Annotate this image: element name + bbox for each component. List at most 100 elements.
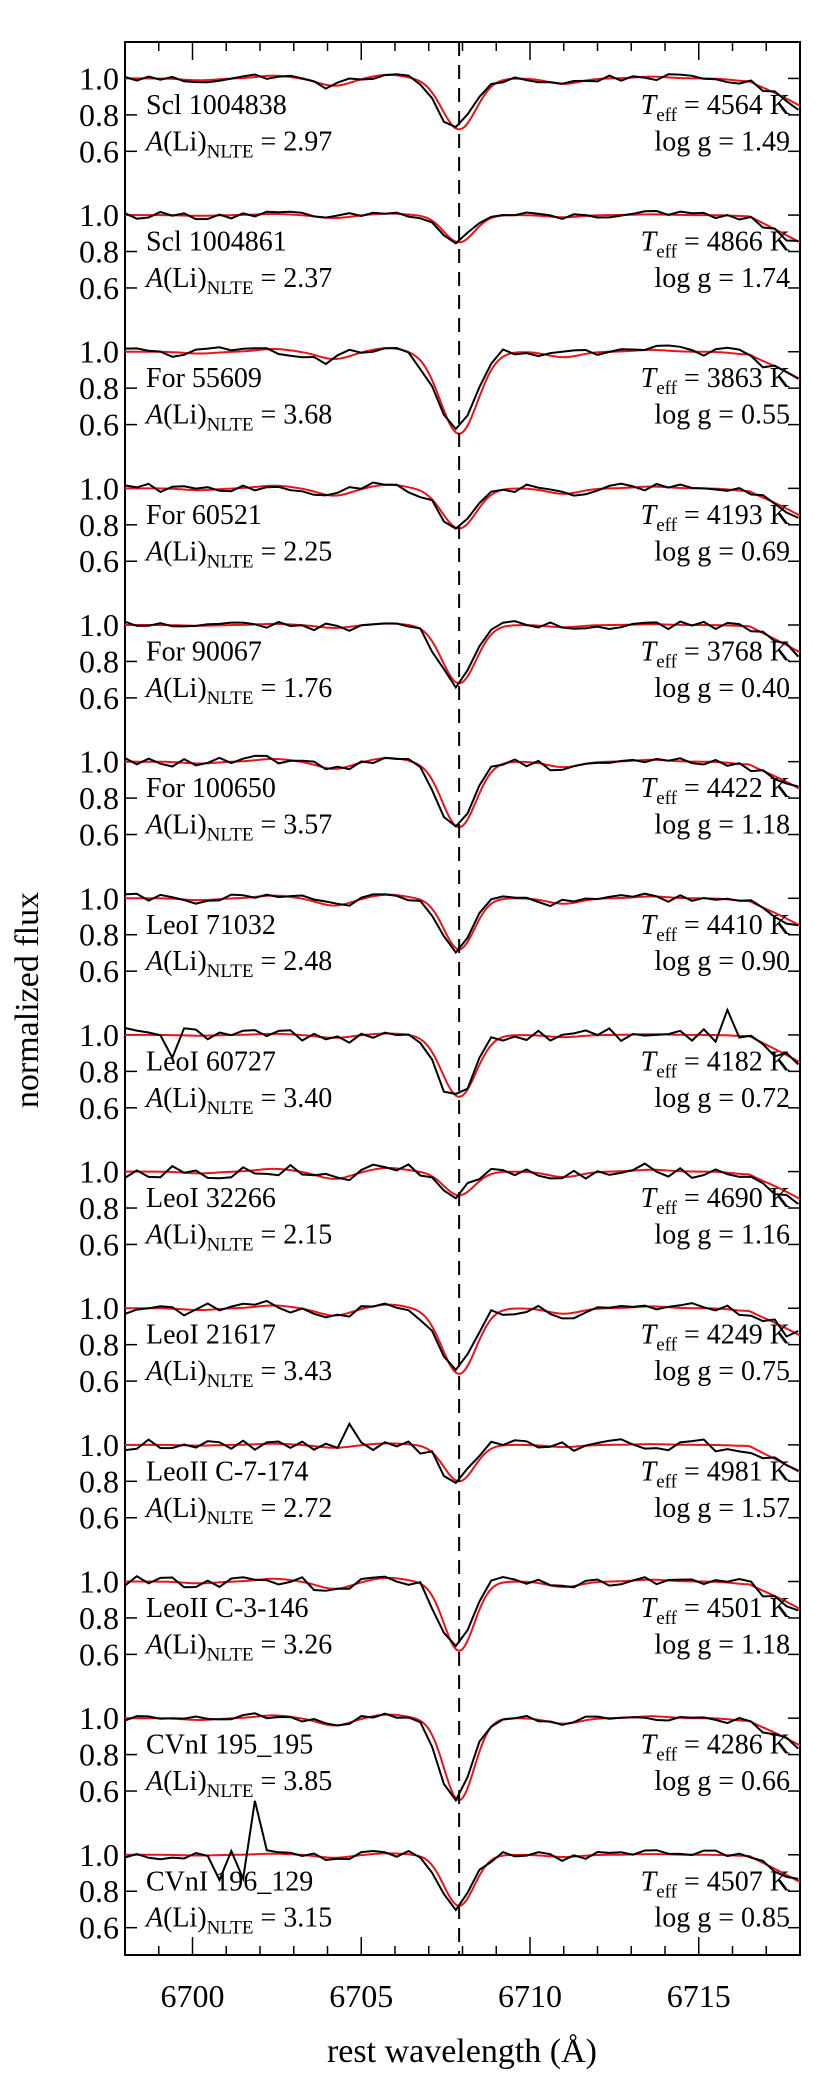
logg-label: log g = 0.55	[654, 400, 790, 431]
y-tick-label: 0.8	[79, 97, 119, 133]
lithium-abundance-label: A(Li)NLTE = 2.25	[144, 536, 332, 572]
logg-label: log g = 0.75	[654, 1356, 790, 1387]
y-tick-label: 1.0	[79, 60, 119, 96]
observed-spectrum-line	[124, 1421, 799, 1485]
spectrum-panel: 0.60.81.0 LeoI 60727 A(Li)NLTE = 3.40 Teff …	[79, 1007, 801, 1126]
teff-label: Teff = 4182 K	[641, 1046, 790, 1082]
model-spectrum-line	[125, 1303, 801, 1375]
y-tick-label: 0.8	[79, 1463, 119, 1499]
teff-label: Teff = 4564 K	[641, 90, 790, 126]
star-name-label: Scl 1004838	[146, 90, 287, 121]
lithium-abundance-label: A(Li)NLTE = 3.68	[144, 400, 332, 436]
y-tick-label: 1.0	[79, 1564, 119, 1600]
logg-label: log g = 0.66	[654, 1766, 790, 1797]
logg-label: log g = 0.40	[654, 673, 790, 704]
lithium-abundance-label: A(Li)NLTE = 2.48	[144, 946, 332, 982]
y-tick-label: 0.8	[79, 234, 119, 270]
logg-label: log g = 1.16	[654, 1220, 790, 1251]
star-name-label: For 90067	[146, 637, 262, 668]
y-tick-label: 1.0	[79, 744, 119, 780]
observed-spectrum-line	[124, 1299, 799, 1372]
lithium-abundance-label: A(Li)NLTE = 3.40	[144, 1083, 332, 1119]
y-tick-label: 0.6	[79, 1500, 119, 1536]
spectrum-panel: 0.60.81.0 CVnI 196_129 A(Li)NLTE = 3.15 Tef…	[79, 1800, 801, 1946]
teff-label: Teff = 4286 K	[641, 1730, 790, 1766]
model-spectrum-line	[125, 347, 801, 435]
star-name-label: CVnI 195_195	[146, 1730, 313, 1761]
teff-label: Teff = 3863 K	[641, 363, 790, 399]
lithium-abundance-label: A(Li)NLTE = 2.72	[144, 1493, 332, 1529]
logg-label: log g = 0.90	[654, 946, 790, 977]
x-axis: 6700 6705 6710 6715	[124, 42, 801, 2014]
teff-label: Teff = 4410 K	[641, 910, 790, 946]
teff-label: Teff = 4981 K	[641, 1456, 790, 1492]
y-tick-label: 0.6	[79, 953, 119, 989]
spectrum-panel: 0.60.81.0 For 90067 A(Li)NLTE = 1.76 Teff =…	[79, 607, 801, 716]
star-name-label: Scl 1004861	[146, 227, 287, 258]
y-tick-label: 0.8	[79, 1190, 119, 1226]
x-tick-label: 6700	[161, 1978, 225, 2014]
y-tick-label: 1.0	[79, 470, 119, 506]
logg-label: log g = 0.85	[654, 1903, 790, 1934]
logg-label: log g = 1.74	[654, 263, 790, 294]
star-name-label: LeoII C-3-146	[146, 1593, 309, 1624]
star-name-label: LeoI 21617	[146, 1320, 276, 1351]
y-tick-label: 0.6	[79, 1226, 119, 1262]
y-axis-label: normalized flux	[9, 892, 46, 1108]
y-tick-label: 0.6	[79, 133, 119, 169]
spectrum-panel: 0.60.81.0 For 60521 A(Li)NLTE = 2.25 Teff =…	[79, 470, 801, 579]
observed-spectrum-line	[124, 73, 799, 129]
y-tick-label: 0.6	[79, 817, 119, 853]
x-tick-label: 6710	[498, 1978, 562, 2014]
y-tick-label: 0.8	[79, 1053, 119, 1089]
y-tick-label: 0.6	[79, 1636, 119, 1672]
observed-spectrum-line	[124, 1574, 799, 1648]
plot-frame	[124, 41, 801, 1956]
star-name-label: For 55609	[146, 363, 262, 394]
y-tick-label: 1.0	[79, 1290, 119, 1326]
y-tick-label: 0.8	[79, 1327, 119, 1363]
lithium-abundance-label: A(Li)NLTE = 2.37	[144, 263, 332, 299]
x-tick-label: 6715	[667, 1978, 731, 2014]
teff-label: Teff = 4422 K	[641, 773, 790, 809]
y-tick-label: 0.6	[79, 1773, 119, 1809]
spectrum-panel: 0.60.81.0 LeoI 32266 A(Li)NLTE = 2.15 Teff …	[79, 1154, 801, 1262]
y-tick-label: 0.6	[79, 680, 119, 716]
y-tick-label: 0.6	[79, 1910, 119, 1946]
observed-spectrum-line	[124, 892, 799, 955]
teff-label: Teff = 4690 K	[641, 1183, 790, 1219]
y-tick-label: 0.8	[79, 1873, 119, 1909]
y-tick-label: 0.6	[79, 543, 119, 579]
observed-spectrum-line	[124, 1712, 799, 1803]
y-tick-label: 0.6	[79, 407, 119, 443]
spectrum-panel: 0.60.81.0 LeoI 21617 A(Li)NLTE = 3.43 Teff …	[79, 1290, 801, 1399]
star-name-label: LeoI 32266	[146, 1183, 276, 1214]
teff-label: Teff = 3768 K	[641, 637, 790, 673]
lithium-abundance-label: A(Li)NLTE = 3.26	[144, 1629, 332, 1665]
spectrum-panel: 0.60.81.0 Scl 1004861 A(Li)NLTE = 2.37 Teff…	[79, 197, 801, 306]
y-tick-label: 0.6	[79, 1090, 119, 1126]
teff-label: Teff = 4501 K	[641, 1593, 790, 1629]
y-tick-label: 1.0	[79, 1837, 119, 1873]
spectrum-panel: 0.60.81.0 Scl 1004838 A(Li)NLTE = 2.97 Teff…	[79, 60, 801, 169]
x-axis-label: rest wavelength (Å)	[327, 2033, 597, 2070]
model-spectrum-line	[125, 1032, 801, 1098]
star-name-label: For 60521	[146, 500, 262, 531]
y-tick-label: 0.8	[79, 917, 119, 953]
spectrum-panel: 0.60.81.0 For 55609 A(Li)NLTE = 3.68 Teff =…	[79, 334, 801, 443]
teff-label: Teff = 4249 K	[641, 1320, 790, 1356]
lithium-abundance-label: A(Li)NLTE = 2.97	[144, 126, 332, 162]
spectrum-panel: 0.60.81.0 LeoI 71032 A(Li)NLTE = 2.48 Teff …	[79, 880, 801, 989]
logg-label: log g = 0.72	[654, 1083, 790, 1114]
observed-spectrum-line	[124, 1800, 799, 1912]
observed-spectrum-line	[124, 1162, 799, 1205]
x-tick-label: 6705	[329, 1978, 393, 2014]
y-tick-label: 1.0	[79, 197, 119, 233]
star-name-label: CVnI 196_129	[146, 1866, 313, 1897]
y-tick-label: 0.8	[79, 507, 119, 543]
observed-spectrum-line	[124, 344, 799, 431]
y-tick-label: 1.0	[79, 1700, 119, 1736]
spectrum-panel: 0.60.81.0 CVnI 195_195 A(Li)NLTE = 3.85 Tef…	[79, 1700, 801, 1809]
teff-label: Teff = 4507 K	[641, 1866, 790, 1902]
